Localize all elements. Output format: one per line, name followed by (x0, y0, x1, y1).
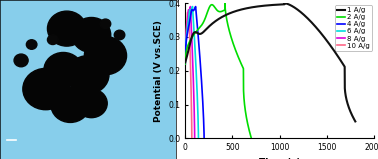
Circle shape (48, 11, 86, 46)
Circle shape (51, 87, 90, 122)
Circle shape (76, 89, 107, 118)
Circle shape (67, 56, 109, 94)
Circle shape (84, 37, 127, 75)
Circle shape (23, 68, 68, 110)
Y-axis label: Potential (V vs.SCE): Potential (V vs.SCE) (154, 20, 163, 122)
Circle shape (26, 40, 37, 49)
Circle shape (48, 35, 58, 45)
Circle shape (72, 17, 111, 52)
Circle shape (44, 52, 83, 87)
Circle shape (14, 54, 28, 67)
X-axis label: Time (s): Time (s) (259, 158, 301, 159)
Circle shape (114, 30, 125, 40)
Circle shape (100, 19, 111, 29)
Legend: 1 A/g, 2 A/g, 4 A/g, 6 A/g, 8 A/g, 10 A/g: 1 A/g, 2 A/g, 4 A/g, 6 A/g, 8 A/g, 10 A/… (335, 5, 372, 51)
